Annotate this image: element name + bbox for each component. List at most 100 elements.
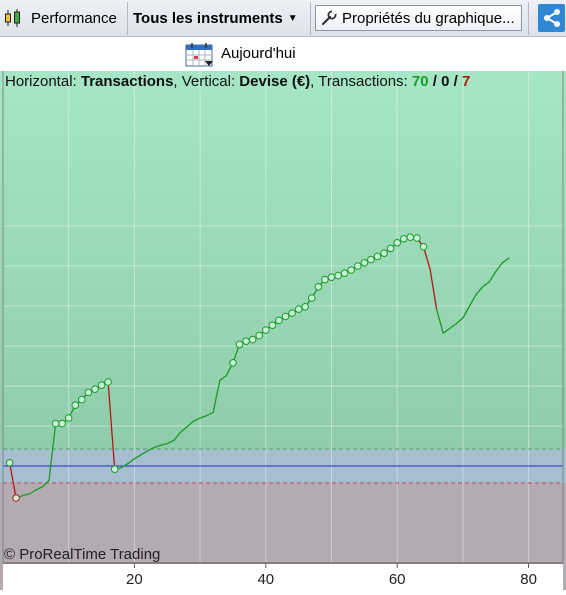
today-label[interactable]: Aujourd'hui xyxy=(221,45,296,62)
trade-marker xyxy=(110,465,119,474)
winning-trade-segment xyxy=(488,270,497,283)
instruments-dropdown[interactable]: Tous les instruments ▼ xyxy=(133,5,298,31)
winning-trade-segment xyxy=(449,322,457,330)
chart-properties-button[interactable]: Propriétés du graphique... xyxy=(315,5,522,31)
chart-info: Horizontal: Transactions, Vertical: Devi… xyxy=(5,73,470,90)
winning-trade-segment xyxy=(199,414,208,419)
winning-trade-segment xyxy=(153,444,162,449)
losers-count: 7 xyxy=(461,73,471,90)
trade-marker xyxy=(104,378,112,386)
transactions-label: , Transactions: xyxy=(310,73,408,90)
losing-trade-segment xyxy=(422,246,431,270)
vertical-value: Devise (€) xyxy=(239,73,311,90)
trade-marker xyxy=(97,381,106,390)
trade-marker xyxy=(12,494,20,502)
winning-trade-segment xyxy=(48,422,57,482)
winning-trade-segment xyxy=(186,420,195,428)
losing-trade-segment xyxy=(429,268,438,310)
trade-marker xyxy=(340,269,349,277)
winning-trade-segment xyxy=(219,374,228,382)
share-icon xyxy=(542,8,562,28)
top-toolbar: Performance Tous les instruments ▼ Propr… xyxy=(0,0,566,37)
winning-trade-segment xyxy=(179,426,188,434)
trade-marker xyxy=(78,395,86,404)
winning-trade-segment xyxy=(455,317,464,325)
winning-trade-segment xyxy=(120,462,129,469)
trade-marker xyxy=(354,262,362,270)
trade-marker xyxy=(51,419,60,428)
performance-chart: 20 40 60 80 xyxy=(0,71,566,590)
trade-marker xyxy=(360,259,369,267)
winning-trade-segment xyxy=(160,442,168,446)
trade-marker xyxy=(84,388,93,397)
x-tick-label: 20 xyxy=(126,571,143,588)
winning-trade-segment xyxy=(28,489,37,495)
horizontal-label: Horizontal: xyxy=(5,73,77,90)
trade-marker xyxy=(393,239,402,247)
winning-trade-segment xyxy=(35,486,44,491)
winning-trade-segment xyxy=(495,262,503,273)
winning-trade-segment xyxy=(127,458,136,465)
winning-trade-segment xyxy=(481,281,490,288)
wrench-icon xyxy=(320,9,338,27)
trade-marker xyxy=(327,273,336,281)
trade-marker xyxy=(64,414,73,422)
trade-marker xyxy=(301,303,310,311)
toolbar-separator xyxy=(528,2,529,35)
winning-trade-segment xyxy=(140,450,149,456)
trade-marker xyxy=(262,326,270,334)
winning-trade-segment xyxy=(468,294,477,307)
x-axis-ticks: 20 40 60 80 xyxy=(126,563,537,588)
calendar-dropdown[interactable] xyxy=(185,42,215,68)
winning-trade-segment xyxy=(442,327,451,334)
trade-marker xyxy=(281,312,290,321)
winning-trade-segment xyxy=(501,257,510,264)
trade-marker xyxy=(294,305,303,313)
winning-trade-segment xyxy=(133,454,142,460)
vertical-label: , Vertical: xyxy=(173,73,236,90)
trade-marker xyxy=(255,331,264,340)
winning-trade-segment xyxy=(475,286,484,296)
x-tick-label: 40 xyxy=(257,571,274,588)
date-bar: Aujourd'hui xyxy=(0,37,566,71)
winning-trade-segment xyxy=(22,493,30,497)
instruments-label: Tous les instruments xyxy=(133,9,283,27)
performance-button[interactable]: Performance xyxy=(3,5,117,31)
performance-label: Performance xyxy=(31,9,117,27)
trade-marker xyxy=(248,335,257,344)
losing-trade-segment xyxy=(8,462,17,499)
calendar-icon xyxy=(185,42,215,68)
trade-marker xyxy=(367,255,375,264)
chart-svg: 20 40 60 80 xyxy=(0,71,566,590)
x-tick-label: 80 xyxy=(520,571,537,588)
trade-marker xyxy=(419,243,428,251)
winning-trade-segment xyxy=(192,417,201,422)
gain-zone xyxy=(0,71,566,466)
trade-marker xyxy=(314,283,323,291)
count-separator: / xyxy=(432,73,437,90)
x-axis-area xyxy=(3,564,563,590)
x-tick-label: 60 xyxy=(389,571,406,588)
trade-marker xyxy=(334,271,342,280)
winning-trade-segment xyxy=(146,446,155,452)
trade-marker xyxy=(5,459,14,467)
winners-count: 70 xyxy=(411,73,429,90)
trade-marker xyxy=(268,321,277,329)
trade-marker xyxy=(229,359,237,367)
horizontal-value: Transactions xyxy=(80,73,174,90)
trade-marker xyxy=(373,252,382,261)
winning-trade-segment xyxy=(212,379,221,414)
winning-trade-segment xyxy=(435,308,444,334)
winning-trade-segment xyxy=(166,439,175,445)
trade-marker xyxy=(406,233,415,241)
trade-marker xyxy=(380,249,388,257)
toolbar-separator xyxy=(127,2,128,35)
trade-marker xyxy=(308,294,316,302)
trade-marker xyxy=(400,235,408,243)
trade-marker xyxy=(71,401,80,410)
trade-marker xyxy=(91,385,99,394)
winning-trade-segment xyxy=(462,305,471,319)
trade-marker xyxy=(58,419,66,428)
trade-markers xyxy=(5,233,428,502)
share-button[interactable] xyxy=(538,4,565,32)
